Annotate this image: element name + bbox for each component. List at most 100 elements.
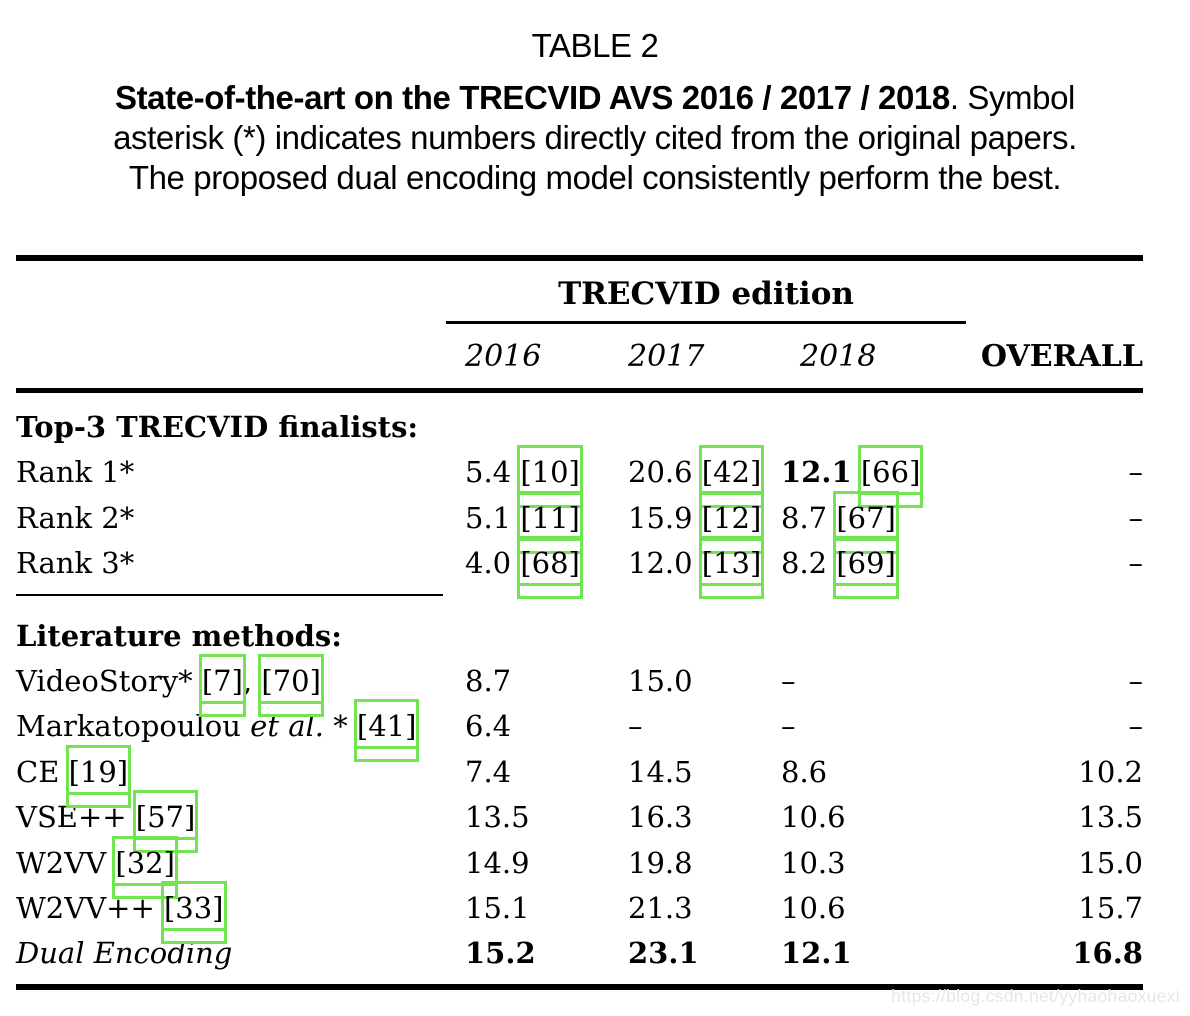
score-value: 5.4 [465, 455, 512, 490]
citation-link-10[interactable]: [10] [520, 455, 580, 490]
score-cell: 10.3 [781, 841, 948, 886]
overall-score-cell: – [1128, 455, 1144, 490]
score-value: 13.5 [465, 800, 530, 835]
score-cell: – [781, 659, 948, 704]
table-row: Rank 3* 4.0 [68] 12.0 [13] 8.2 [69] – [16, 541, 1143, 586]
score-cell: 14.9 [465, 841, 628, 886]
score-value: 12.1 [781, 455, 852, 490]
citation-link-42[interactable]: [42] [701, 455, 762, 490]
method-cell: W2VV [32] [16, 841, 465, 886]
method-cell: Rank 2* [16, 496, 465, 541]
caption-after-bold: . Symbol [949, 79, 1076, 116]
score-cell: 8.7 [67] [781, 496, 948, 541]
table-body: Top-3 TRECVID finalists: Rank 1* 5.4 [10] 2… [16, 405, 1143, 977]
method-text: Dual Encoding [16, 936, 233, 971]
citation-link-70[interactable]: [70] [261, 664, 321, 699]
table-rule-top [16, 255, 1143, 261]
score-value: 20.6 [628, 455, 693, 490]
method-text: et al. [250, 709, 324, 744]
score-value: – [628, 709, 643, 744]
method-text: W2VV++ [16, 891, 164, 926]
score-cell: 23.1 [628, 931, 781, 976]
overall-score-cell: 13.5 [1078, 800, 1143, 835]
method-cell: VSE++ [57] [16, 795, 465, 840]
table-row: VideoStory* [7], [70] 8.7 15.0– – [16, 659, 1143, 704]
method-text: Rank 3* [16, 546, 135, 581]
score-value: 12.0 [628, 546, 693, 581]
caption-line-2: asterisk (*) indicates numbers directly … [113, 119, 1077, 156]
score-cell: 8.6 [781, 750, 948, 795]
caption-bold-text: State-of-the-art on the TRECVID AVS 2016… [114, 79, 950, 116]
score-cell: 14.5 [628, 750, 781, 795]
year-header-2018: 2018 [800, 338, 877, 374]
section-divider-rule [16, 593, 443, 596]
score-value: 4.0 [465, 546, 512, 581]
table-row: W2VV [32] 14.9 19.8 10.3 15.0 [16, 841, 1143, 886]
citation-link-68[interactable]: [68] [520, 546, 580, 581]
citation-link-57[interactable]: [57] [135, 800, 196, 835]
score-cell: 19.8 [628, 841, 781, 886]
section-title: Literature methods: [16, 614, 1143, 659]
score-value: 14.5 [628, 754, 693, 789]
score-cell: 13.5 [465, 795, 628, 840]
score-value: 23.1 [628, 936, 699, 971]
citation-link-33[interactable]: [33] [163, 891, 224, 926]
overall-score-cell: 15.7 [1078, 891, 1143, 926]
table-row: W2VV++ [33] 15.1 21.3 10.6 15.7 [16, 886, 1143, 931]
score-value: 12.1 [781, 936, 852, 971]
score-value: 15.2 [465, 936, 536, 971]
csdn-watermark: https://blog.csdn.net/yyhaohaoxuexi [891, 986, 1180, 1006]
table-row: CE [19] 7.4 14.5 8.6 10.2 [16, 750, 1143, 795]
score-value: 16.3 [628, 800, 693, 835]
table-rule-header [16, 388, 1143, 393]
citation-link-19[interactable]: [19] [68, 754, 129, 789]
score-cell: 12.1 [781, 931, 948, 976]
score-value: 8.2 [781, 546, 828, 581]
score-cell: 15.2 [465, 931, 628, 976]
method-text: Markatopoulou [16, 709, 251, 744]
citation-link-32[interactable]: [32] [115, 845, 175, 880]
score-value: 15.0 [628, 664, 693, 699]
method-text: CE [16, 754, 69, 789]
method-text: VSE++ [16, 800, 136, 835]
year-header-2017: 2017 [628, 338, 705, 374]
method-text: Rank 2* [16, 500, 135, 535]
score-cell: 7.4 [465, 750, 628, 795]
method-cell: CE [19] [16, 750, 465, 795]
section-title-text: Literature methods: [16, 618, 342, 653]
citation-link-13[interactable]: [13] [701, 546, 762, 581]
table-row: Dual Encoding 15.2 23.1 12.1 16.8 [16, 931, 1143, 976]
citation-link-12[interactable]: [12] [701, 500, 762, 535]
method-cell: Dual Encoding [16, 931, 465, 976]
score-cell: 12.1 [66] [781, 450, 948, 495]
score-value: 8.7 [465, 664, 512, 699]
score-cell: 15.0 [628, 659, 781, 704]
method-cell: Markatopoulou et al. * [41] [16, 704, 465, 749]
overall-score-cell: 10.2 [1078, 754, 1143, 789]
score-value: 14.9 [465, 845, 530, 880]
citation-link-66[interactable]: [66] [860, 455, 921, 490]
score-value: 10.3 [781, 845, 846, 880]
section-title-text: Top-3 TRECVID finalists: [16, 410, 419, 444]
column-header-row: 2016 2017 2018 OVERALL [16, 324, 1143, 388]
citation-link-7[interactable]: [7] [201, 664, 243, 699]
table-row: Rank 1* 5.4 [10] 20.6 [42] 12.1 [66] – [16, 450, 1143, 495]
caption-line-1: State-of-the-art on the TRECVID AVS 2016… [0, 78, 1190, 118]
overall-score-cell: 15.0 [1078, 845, 1143, 880]
method-text: W2VV [16, 845, 116, 880]
method-cell: Rank 1* [16, 450, 465, 495]
score-value: 6.4 [465, 709, 512, 744]
citation-link-69[interactable]: [69] [836, 546, 896, 581]
score-cell: 8.7 [465, 659, 628, 704]
score-cell: 6.4 [465, 704, 628, 749]
citation-link-41[interactable]: [41] [356, 709, 417, 744]
citation-link-11[interactable]: [11] [520, 500, 580, 535]
citation-link-67[interactable]: [67] [836, 500, 896, 535]
table-row: Markatopoulou et al. * [41] 6.4– – – [16, 704, 1143, 749]
score-cell: 10.6 [781, 886, 948, 931]
score-cell: 20.6 [42] [628, 450, 781, 495]
score-value: 8.7 [781, 500, 828, 535]
score-value: 10.6 [781, 891, 846, 926]
score-value: 7.4 [465, 754, 512, 789]
method-text: * [323, 709, 357, 744]
